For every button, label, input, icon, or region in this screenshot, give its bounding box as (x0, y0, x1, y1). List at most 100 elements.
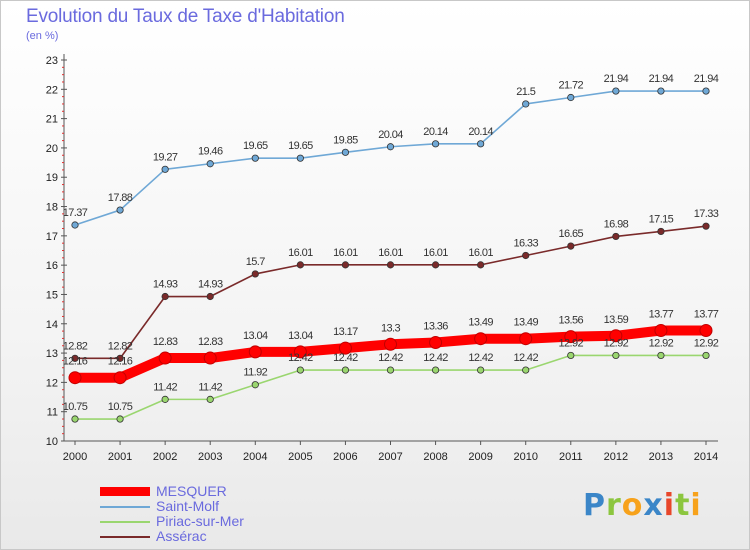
legend-label: MESQUER (156, 483, 227, 499)
x-tick-label: 2014 (694, 451, 718, 463)
legend-item: Saint-Molf (100, 499, 244, 514)
data-point (612, 351, 620, 360)
y-tick-label: 11 (47, 407, 58, 419)
data-point (341, 261, 350, 269)
data-point (386, 366, 395, 374)
data-point (251, 381, 259, 389)
data-label: 17.33 (694, 208, 719, 220)
data-label: 16.01 (378, 247, 403, 259)
data-point (161, 395, 169, 403)
data-label: 13.77 (649, 309, 674, 321)
data-label: 21.94 (649, 73, 674, 85)
data-label: 12.83 (153, 336, 178, 348)
data-label: 19.85 (333, 134, 358, 146)
data-label: 13.49 (513, 317, 538, 329)
data-label: 20.04 (378, 129, 403, 141)
data-point (702, 351, 710, 360)
data-label: 13.04 (288, 330, 313, 342)
data-label: 12.42 (288, 352, 313, 364)
logo-letter: t (675, 488, 691, 523)
data-point (609, 329, 623, 343)
x-tick-label: 2011 (559, 451, 583, 463)
y-tick-label: 10 (46, 436, 58, 448)
data-point (567, 351, 575, 360)
y-tick-label: 21 (46, 114, 58, 126)
data-point (251, 154, 259, 162)
x-tick-label: 2009 (468, 451, 492, 463)
data-label: 16.01 (423, 247, 448, 259)
data-label: 21.5 (516, 86, 535, 98)
x-tick-label: 2006 (333, 451, 357, 463)
y-tick-label: 19 (46, 172, 58, 184)
data-point (522, 100, 530, 108)
y-tick-label: 20 (46, 143, 58, 155)
data-label: 12.83 (198, 336, 223, 348)
data-label: 16.65 (559, 228, 584, 240)
data-label: 16.01 (468, 247, 493, 259)
data-point (612, 232, 620, 241)
data-label: 12.16 (63, 356, 88, 368)
data-point (251, 270, 259, 278)
data-label: 12.42 (513, 352, 538, 364)
data-label: 13.49 (468, 317, 493, 329)
legend-label: Assérac (156, 528, 207, 544)
data-label: 13.04 (243, 330, 268, 342)
x-tick-label: 2005 (288, 451, 312, 463)
data-point (431, 261, 440, 269)
data-label: 21.94 (604, 73, 629, 85)
y-tick-label: 23 (46, 55, 58, 67)
legend-label: Saint-Molf (156, 498, 220, 514)
data-label-layer: 12.16 12.16 12.83 12.83 13.04 13.04 13.17 13.3 1… (63, 73, 720, 413)
data-label: 12.42 (468, 352, 493, 364)
data-label: 17.37 (63, 207, 88, 219)
data-label: 21.94 (694, 73, 719, 85)
data-point (567, 93, 575, 102)
data-label: 20.14 (468, 126, 493, 138)
data-label: 13.3 (381, 322, 400, 334)
y-tick-label: 17 (46, 231, 58, 243)
proxiti-logo: Proxiti (583, 488, 702, 523)
y-tick-label: 22 (46, 84, 58, 96)
legend-item: MESQUER (100, 484, 244, 499)
chart-title: Evolution du Taux de Taxe d'Habitation (26, 6, 345, 27)
x-tick-label: 2002 (153, 451, 177, 463)
data-label: 17.88 (108, 192, 133, 204)
data-point (68, 371, 82, 385)
legend-swatch (100, 487, 150, 496)
data-point (522, 251, 530, 260)
data-label: 12.82 (108, 340, 133, 352)
data-point (113, 371, 127, 385)
chart-subtitle: (en %) (26, 30, 59, 42)
data-point (161, 165, 169, 173)
data-label: 13.59 (604, 314, 629, 326)
series-mesquer (68, 324, 713, 385)
data-label: 13.56 (559, 315, 584, 327)
data-point (71, 221, 79, 229)
data-label: 12.92 (604, 337, 629, 349)
data-point (519, 332, 533, 346)
data-label: 12.42 (333, 352, 358, 364)
data-label: 19.27 (153, 151, 178, 163)
data-label: 11.92 (243, 367, 267, 379)
data-point (702, 222, 710, 230)
legend: MESQUER Saint-Molf Piriac-sur-Mer Assérac (100, 484, 244, 544)
data-point (386, 261, 395, 269)
data-point (477, 261, 485, 269)
y-tick-label: 13 (46, 348, 58, 360)
series-ass-rac (71, 222, 710, 362)
x-tick-label: 2010 (513, 451, 537, 463)
data-point (612, 87, 620, 95)
legend-swatch (100, 505, 150, 508)
data-point (477, 140, 485, 148)
y-tick-label: 15 (46, 289, 58, 301)
x-tick-label: 2013 (649, 451, 673, 463)
data-label: 16.33 (513, 237, 538, 249)
data-label: 12.92 (694, 337, 719, 349)
data-point (206, 395, 214, 403)
data-point (206, 292, 214, 301)
logo-letter: o (621, 488, 644, 523)
data-label: 14.93 (198, 279, 223, 291)
legend-swatch (100, 535, 150, 538)
data-label: 12.92 (649, 337, 674, 349)
